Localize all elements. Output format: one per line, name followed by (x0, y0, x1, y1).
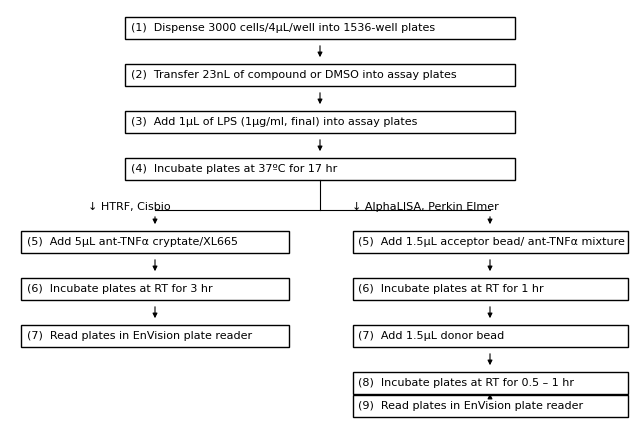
Text: (5)  Add 5μL ant-TNFα cryptate/XL665: (5) Add 5μL ant-TNFα cryptate/XL665 (27, 237, 238, 247)
FancyBboxPatch shape (353, 325, 627, 347)
Text: (4)  Incubate plates at 37ºC for 17 hr: (4) Incubate plates at 37ºC for 17 hr (131, 164, 337, 174)
Text: (6)  Incubate plates at RT for 3 hr: (6) Incubate plates at RT for 3 hr (27, 284, 213, 294)
FancyBboxPatch shape (353, 395, 627, 417)
Text: (2)  Transfer 23nL of compound or DMSO into assay plates: (2) Transfer 23nL of compound or DMSO in… (131, 70, 457, 80)
Text: (8)  Incubate plates at RT for 0.5 – 1 hr: (8) Incubate plates at RT for 0.5 – 1 hr (358, 378, 574, 388)
Text: (6)  Incubate plates at RT for 1 hr: (6) Incubate plates at RT for 1 hr (358, 284, 544, 294)
FancyBboxPatch shape (125, 64, 515, 86)
Text: (5)  Add 1.5μL acceptor bead/ ant-TNFα mixture: (5) Add 1.5μL acceptor bead/ ant-TNFα mi… (358, 237, 626, 247)
FancyBboxPatch shape (353, 278, 627, 300)
FancyBboxPatch shape (353, 372, 627, 394)
Text: (9)  Read plates in EnVision plate reader: (9) Read plates in EnVision plate reader (358, 401, 583, 411)
Text: (3)  Add 1μL of LPS (1μg/ml, final) into assay plates: (3) Add 1μL of LPS (1μg/ml, final) into … (131, 117, 417, 127)
FancyBboxPatch shape (353, 231, 627, 253)
FancyBboxPatch shape (125, 158, 515, 180)
FancyBboxPatch shape (125, 111, 515, 133)
Text: ↓ AlphaLISA, Perkin Elmer: ↓ AlphaLISA, Perkin Elmer (352, 202, 499, 212)
Text: (7)  Add 1.5μL donor bead: (7) Add 1.5μL donor bead (358, 331, 505, 341)
FancyBboxPatch shape (21, 231, 289, 253)
FancyBboxPatch shape (125, 17, 515, 39)
FancyBboxPatch shape (21, 325, 289, 347)
Text: (7)  Read plates in EnVision plate reader: (7) Read plates in EnVision plate reader (27, 331, 252, 341)
Text: (1)  Dispense 3000 cells/4μL/well into 1536-well plates: (1) Dispense 3000 cells/4μL/well into 15… (131, 23, 435, 33)
FancyBboxPatch shape (21, 278, 289, 300)
Text: ↓ HTRF, Cisbio: ↓ HTRF, Cisbio (88, 202, 171, 212)
